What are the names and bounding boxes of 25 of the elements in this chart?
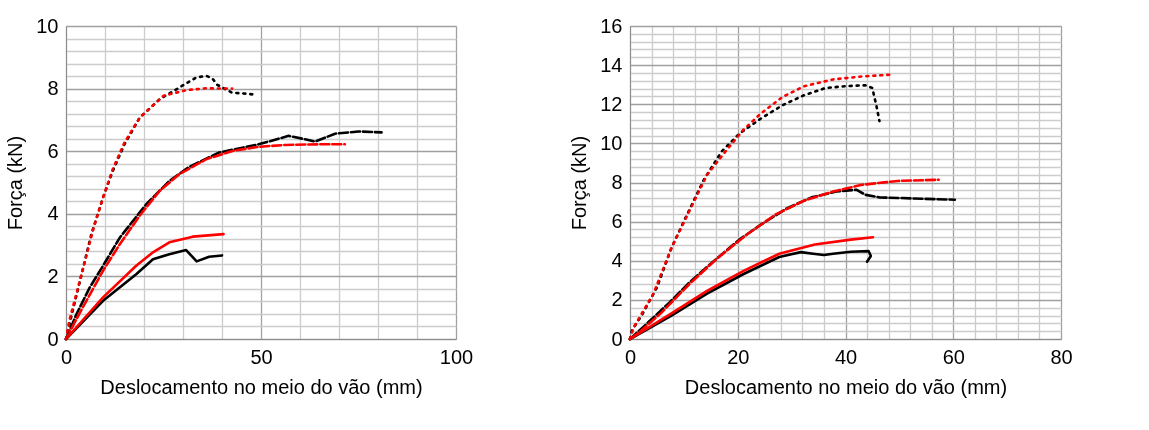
y-axis-title: Força (kN)	[568, 135, 591, 231]
y-tick-label: 16	[600, 14, 623, 37]
x-axis-title: Deslocamento no meio do vão (mm)	[684, 375, 1008, 398]
x-tick-label: 60	[942, 345, 965, 368]
y-tick-label: 0	[47, 327, 59, 350]
y-tick-label: 2	[47, 264, 59, 287]
x-tick-label: 80	[1050, 345, 1073, 368]
x-axis-title: Deslocamento no meio do vão (mm)	[100, 375, 423, 398]
y-tick-label: 12	[600, 92, 623, 115]
y-tick-label: 4	[611, 249, 623, 272]
y-tick-label: 4	[47, 202, 59, 225]
y-tick-label: 8	[611, 171, 623, 193]
x-tick-label: 40	[834, 345, 858, 368]
y-tick-label: 14	[600, 53, 623, 76]
x-tick-label: 20	[727, 345, 750, 368]
x-tick-label: 50	[250, 345, 273, 368]
y-tick-label: 0	[611, 327, 623, 350]
y-tick-label: 10	[600, 131, 623, 154]
x-tick-label: 100	[439, 345, 474, 368]
y-tick-label: 8	[47, 77, 59, 100]
y-tick-label: 6	[611, 210, 623, 233]
y-tick-label: 2	[611, 288, 623, 311]
y-axis-title: Força (kN)	[4, 135, 27, 231]
y-tick-label: 6	[47, 139, 59, 162]
y-tick-label: 10	[36, 14, 59, 37]
